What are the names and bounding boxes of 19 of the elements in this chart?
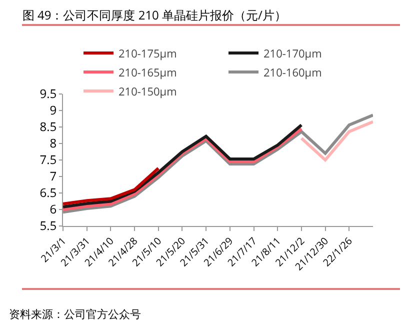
chart-title: 图 49：公司不同厚度 210 单晶硅片报价（元/片） (22, 6, 286, 24)
y-tick-label: 7 (50, 168, 57, 185)
legend-label: 210-165μm (118, 65, 177, 80)
text: 资料来源：公司官方公众号 (9, 307, 141, 320)
y-tick-label: 9 (50, 102, 57, 119)
line-series (63, 114, 373, 214)
line-series (300, 120, 373, 162)
legend-label: 210-170μm (264, 46, 322, 62)
y-tick-label: 6 (50, 200, 57, 218)
y-tick-label: 8 (50, 134, 57, 152)
legend-label: 210-175μm (118, 46, 177, 62)
legend-label: 210-160μm (264, 65, 322, 80)
y-tick-label: 7.5 (40, 151, 57, 168)
y-tick-label: 8.5 (40, 118, 57, 136)
y-tick-label: 6.5 (40, 184, 57, 202)
line-series (63, 166, 160, 206)
legend-label: 210-150μm (118, 84, 177, 100)
y-tick-label: 5.5 (40, 217, 57, 234)
y-tick-label: 9.5 (40, 85, 57, 102)
